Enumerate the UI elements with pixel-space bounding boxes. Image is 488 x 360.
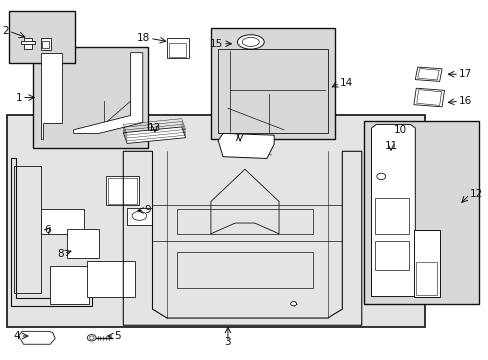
Bar bbox=[106, 176, 139, 205]
Bar bbox=[415, 262, 436, 295]
Bar bbox=[9, 12, 75, 63]
Bar bbox=[167, 39, 189, 58]
Polygon shape bbox=[74, 53, 142, 134]
Polygon shape bbox=[413, 88, 444, 107]
Bar bbox=[33, 47, 147, 148]
Ellipse shape bbox=[87, 334, 96, 341]
Polygon shape bbox=[123, 127, 185, 143]
Text: 14: 14 bbox=[339, 78, 352, 88]
Bar bbox=[168, 42, 185, 57]
Bar bbox=[42, 41, 49, 48]
Text: 4: 4 bbox=[14, 331, 20, 341]
Bar bbox=[41, 38, 51, 50]
Polygon shape bbox=[41, 53, 62, 139]
Text: 11: 11 bbox=[384, 141, 397, 151]
Text: 15: 15 bbox=[209, 39, 223, 49]
Bar bbox=[6, 116, 424, 327]
Polygon shape bbox=[41, 209, 84, 234]
Text: 13: 13 bbox=[148, 123, 161, 133]
Polygon shape bbox=[413, 230, 439, 297]
Text: 9: 9 bbox=[144, 206, 150, 216]
Bar bbox=[375, 241, 408, 270]
Text: 18: 18 bbox=[137, 33, 150, 43]
Bar bbox=[87, 261, 135, 297]
Text: 1: 1 bbox=[16, 93, 22, 103]
Text: 3: 3 bbox=[224, 337, 231, 347]
Text: 12: 12 bbox=[469, 189, 482, 199]
Text: 16: 16 bbox=[458, 96, 471, 106]
Polygon shape bbox=[414, 67, 441, 81]
Bar bbox=[67, 229, 99, 258]
Polygon shape bbox=[371, 125, 414, 297]
Text: 2: 2 bbox=[2, 26, 9, 36]
Bar bbox=[126, 208, 152, 225]
Bar bbox=[218, 49, 327, 134]
Ellipse shape bbox=[290, 302, 296, 306]
Bar bbox=[107, 178, 137, 204]
Polygon shape bbox=[19, 331, 55, 344]
Text: 10: 10 bbox=[393, 125, 407, 135]
Bar bbox=[210, 28, 334, 139]
Bar bbox=[375, 198, 408, 234]
Bar bbox=[364, 121, 478, 304]
Bar bbox=[177, 252, 312, 288]
Text: 8: 8 bbox=[57, 248, 64, 258]
Text: 7: 7 bbox=[233, 133, 240, 143]
Bar bbox=[177, 209, 312, 234]
Text: 5: 5 bbox=[114, 331, 121, 341]
Bar bbox=[23, 39, 32, 49]
Polygon shape bbox=[218, 134, 274, 158]
Text: 6: 6 bbox=[44, 225, 51, 235]
Ellipse shape bbox=[237, 35, 264, 49]
Text: 17: 17 bbox=[458, 69, 471, 79]
Polygon shape bbox=[50, 266, 89, 304]
Bar bbox=[21, 41, 35, 44]
